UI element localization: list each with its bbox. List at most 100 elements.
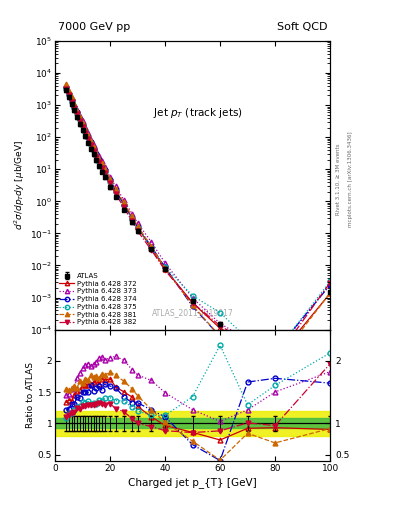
Pythia 6.428 375: [99, 164, 104, 170]
Pythia 6.428 374: [102, 167, 107, 173]
Pythia 6.428 374: [83, 127, 88, 134]
Pythia 6.428 375: [328, 279, 332, 285]
Pythia 6.428 375: [64, 86, 68, 92]
Pythia 6.428 382: [121, 204, 126, 210]
Pythia 6.428 375: [121, 202, 126, 208]
Pythia 6.428 381: [64, 81, 68, 87]
Pythia 6.428 375: [190, 293, 195, 299]
Pythia 6.428 374: [108, 177, 112, 183]
Pythia 6.428 375: [108, 179, 112, 185]
Pythia 6.428 382: [75, 111, 79, 117]
Pythia 6.428 374: [75, 109, 79, 115]
Pythia 6.428 375: [91, 147, 96, 154]
Pythia 6.428 382: [218, 323, 222, 329]
Pythia 6.428 381: [190, 302, 195, 308]
Pythia 6.428 381: [88, 138, 93, 144]
Pythia 6.428 373: [245, 336, 250, 343]
Pythia 6.428 382: [91, 148, 96, 154]
Pythia 6.428 382: [273, 356, 277, 362]
Pythia 6.428 373: [97, 153, 101, 159]
Pythia 6.428 382: [149, 247, 154, 253]
Pythia 6.428 381: [218, 333, 222, 339]
Pythia 6.428 373: [102, 164, 107, 170]
Pythia 6.428 374: [97, 157, 101, 163]
Pythia 6.428 382: [99, 165, 104, 171]
Pythia 6.428 373: [72, 101, 77, 108]
Pythia 6.428 373: [86, 130, 90, 136]
Text: Rivet 3.1.10, ≥ 3M events: Rivet 3.1.10, ≥ 3M events: [336, 143, 341, 215]
Line: Pythia 6.428 374: Pythia 6.428 374: [64, 84, 332, 354]
Y-axis label: $d^2\sigma/dp_Tdy$ [$\mu$b/GeV]: $d^2\sigma/dp_Tdy$ [$\mu$b/GeV]: [13, 140, 27, 230]
Pythia 6.428 372: [245, 340, 250, 347]
Pythia 6.428 374: [69, 97, 74, 103]
Pythia 6.428 373: [218, 321, 222, 327]
Pythia 6.428 381: [72, 101, 77, 107]
Pythia 6.428 374: [163, 264, 167, 270]
Pythia 6.428 375: [83, 130, 88, 136]
Text: Jet $p_T$ (track jets): Jet $p_T$ (track jets): [153, 106, 243, 120]
Pythia 6.428 374: [328, 282, 332, 288]
Pythia 6.428 374: [64, 84, 68, 90]
Pythia 6.428 373: [64, 81, 68, 88]
Pythia 6.428 381: [69, 94, 74, 100]
Pythia 6.428 381: [86, 132, 90, 138]
Pythia 6.428 381: [163, 265, 167, 271]
Pythia 6.428 372: [64, 83, 68, 89]
Pythia 6.428 375: [72, 105, 77, 111]
Pythia 6.428 381: [94, 150, 99, 156]
Pythia 6.428 381: [99, 160, 104, 166]
Pythia 6.428 373: [91, 142, 96, 148]
Pythia 6.428 375: [80, 123, 85, 129]
Pythia 6.428 372: [218, 325, 222, 331]
Text: Soft QCD: Soft QCD: [277, 23, 327, 32]
Pythia 6.428 382: [88, 142, 93, 148]
Pythia 6.428 381: [328, 290, 332, 296]
Pythia 6.428 373: [273, 350, 277, 356]
Pythia 6.428 381: [135, 223, 140, 229]
Pythia 6.428 372: [94, 150, 99, 156]
Pythia 6.428 372: [83, 127, 88, 133]
Pythia 6.428 382: [83, 130, 88, 136]
Pythia 6.428 373: [113, 183, 118, 189]
Pythia 6.428 372: [91, 144, 96, 151]
Pythia 6.428 372: [75, 109, 79, 115]
Pythia 6.428 374: [80, 121, 85, 127]
Pythia 6.428 381: [149, 243, 154, 249]
Y-axis label: Ratio to ATLAS: Ratio to ATLAS: [26, 362, 35, 428]
Pythia 6.428 375: [113, 189, 118, 196]
Pythia 6.428 373: [328, 281, 332, 287]
Pythia 6.428 373: [108, 174, 112, 180]
Pythia 6.428 382: [80, 124, 85, 130]
Pythia 6.428 375: [149, 245, 154, 251]
Pythia 6.428 374: [94, 151, 99, 157]
Pythia 6.428 381: [66, 88, 71, 94]
Pythia 6.428 381: [245, 342, 250, 348]
Pythia 6.428 382: [97, 159, 101, 165]
Pythia 6.428 375: [69, 99, 74, 105]
Pythia 6.428 374: [273, 349, 277, 355]
Line: Pythia 6.428 381: Pythia 6.428 381: [64, 81, 332, 367]
Pythia 6.428 372: [121, 201, 126, 207]
Pythia 6.428 372: [108, 177, 112, 183]
Pythia 6.428 373: [94, 147, 99, 154]
Pythia 6.428 372: [80, 120, 85, 126]
Pythia 6.428 374: [113, 187, 118, 194]
Pythia 6.428 372: [149, 245, 154, 251]
Pythia 6.428 382: [245, 339, 250, 345]
Pythia 6.428 373: [99, 158, 104, 164]
X-axis label: Charged jet p_{T} [GeV]: Charged jet p_{T} [GeV]: [128, 477, 257, 487]
Pythia 6.428 373: [163, 260, 167, 266]
Legend: ATLAS, Pythia 6.428 372, Pythia 6.428 373, Pythia 6.428 374, Pythia 6.428 375, P: ATLAS, Pythia 6.428 372, Pythia 6.428 37…: [57, 271, 139, 328]
Pythia 6.428 382: [66, 92, 71, 98]
Pythia 6.428 375: [218, 310, 222, 316]
Pythia 6.428 373: [130, 211, 134, 217]
Line: Pythia 6.428 372: Pythia 6.428 372: [64, 83, 332, 362]
Pythia 6.428 373: [83, 124, 88, 131]
Pythia 6.428 372: [328, 290, 332, 296]
Pythia 6.428 373: [66, 89, 71, 95]
Pythia 6.428 372: [86, 133, 90, 139]
Pythia 6.428 372: [113, 187, 118, 194]
Pythia 6.428 381: [130, 213, 134, 219]
Pythia 6.428 375: [77, 117, 82, 123]
Pythia 6.428 381: [273, 361, 277, 368]
